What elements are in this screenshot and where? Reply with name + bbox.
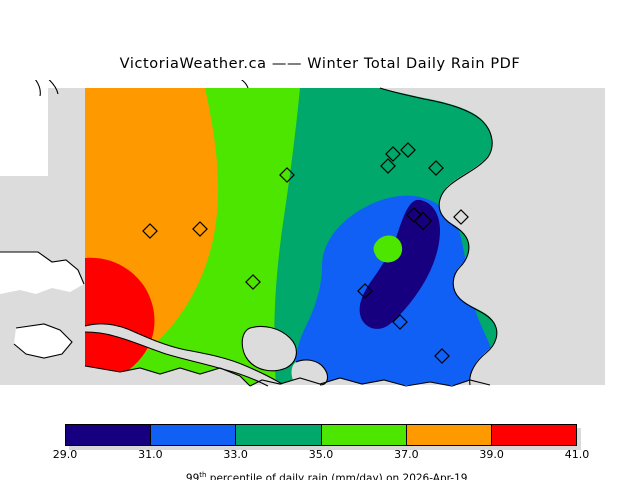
colorbar-band-5[interactable] bbox=[491, 425, 577, 445]
station-marker[interactable] bbox=[385, 146, 401, 162]
figure-margin-top bbox=[0, 80, 640, 88]
contour-fill-group bbox=[85, 88, 515, 385]
station-marker[interactable] bbox=[392, 314, 408, 330]
coastline-south-west bbox=[84, 365, 251, 387]
colorbar-caption: 99th percentile of daily rain (mm/day) o… bbox=[0, 459, 640, 480]
station-marker[interactable] bbox=[142, 223, 158, 239]
station-marker[interactable] bbox=[453, 209, 469, 225]
figure-margin-bottom bbox=[0, 385, 640, 410]
coastline-channel-north bbox=[84, 323, 283, 385]
coastline-northwest bbox=[0, 251, 85, 285]
coastline-patch-central bbox=[241, 325, 297, 372]
coastline-inlet-south-central bbox=[295, 359, 329, 386]
station-marker[interactable] bbox=[380, 158, 396, 174]
land-channel-west bbox=[85, 323, 282, 386]
water-far-northwest bbox=[0, 88, 48, 176]
colorbar-tick-6: 41.0 bbox=[564, 448, 590, 461]
colorbar-band-4[interactable] bbox=[406, 425, 492, 445]
figure-margin-right bbox=[605, 80, 640, 410]
land-inlet-south-central bbox=[291, 360, 328, 385]
colorbar-caption-suffix: percentile of daily rain (mm/day) on 202… bbox=[206, 472, 468, 480]
colorbar-tick-2: 33.0 bbox=[223, 448, 248, 461]
station-marker[interactable] bbox=[428, 160, 444, 176]
station-marker[interactable] bbox=[279, 167, 295, 183]
station-marker[interactable] bbox=[400, 142, 416, 158]
colorbar-tick-labels: 29.0 31.0 33.0 35.0 37.0 39.0 41.0 bbox=[0, 448, 640, 462]
coastline-frag-a bbox=[34, 80, 41, 97]
contour-blob-isolated-lime bbox=[373, 235, 403, 263]
coastline-frag-b bbox=[48, 80, 59, 95]
station-marker[interactable] bbox=[245, 274, 261, 290]
colorbar-tick-5: 39.0 bbox=[479, 448, 504, 461]
land-mask-group bbox=[0, 80, 640, 410]
contour-band-29-31-core bbox=[359, 199, 440, 329]
colorbar-band-0[interactable] bbox=[66, 425, 152, 445]
colorbar-band-1[interactable] bbox=[151, 425, 237, 445]
map-canvas[interactable] bbox=[0, 80, 640, 410]
land-patch-central bbox=[242, 326, 297, 371]
colorbar-band-2[interactable] bbox=[236, 425, 322, 445]
water-west-inlet bbox=[14, 324, 72, 358]
colorbar-band-3[interactable] bbox=[321, 425, 407, 445]
station-marker[interactable] bbox=[192, 221, 208, 237]
coastline-channel-south bbox=[84, 331, 269, 387]
colorbar-tick-1: 31.0 bbox=[138, 448, 163, 461]
station-marker[interactable] bbox=[357, 283, 373, 299]
station-marker[interactable] bbox=[434, 348, 450, 364]
colorbar-bands[interactable] bbox=[65, 424, 577, 446]
station-marker-group[interactable] bbox=[142, 142, 469, 364]
water-northwest bbox=[0, 252, 84, 294]
land-southwest-corner bbox=[0, 366, 85, 385]
colorbar-tick-0: 29.0 bbox=[52, 448, 78, 461]
station-marker[interactable] bbox=[413, 211, 433, 231]
coastline-northeast bbox=[379, 87, 498, 386]
colorbar-caption-superscript: th bbox=[199, 471, 207, 479]
page-title: VictoriaWeather.ca —— Winter Total Daily… bbox=[119, 56, 521, 72]
colorbar-tick-4: 37.0 bbox=[394, 448, 419, 461]
map-svg bbox=[0, 80, 640, 410]
coastline-group bbox=[0, 80, 498, 387]
contour-band-39-41 bbox=[85, 257, 155, 384]
land-northeast bbox=[380, 88, 515, 385]
colorbar[interactable] bbox=[65, 424, 581, 450]
coastline-south-east bbox=[249, 377, 491, 387]
colorbar-caption-prefix: 99 bbox=[185, 472, 200, 480]
coastline-west-inlet bbox=[13, 323, 73, 359]
colorbar-tick-3: 35.0 bbox=[308, 448, 334, 461]
coastline-frag-c bbox=[240, 80, 249, 89]
